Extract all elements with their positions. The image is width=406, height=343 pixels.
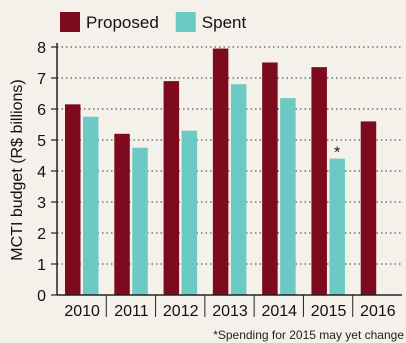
x-tick-label: 2015	[311, 303, 347, 320]
y-tick-label: 5	[37, 133, 46, 150]
legend-label-proposed: Proposed	[86, 13, 159, 32]
x-tick-label: 2011	[114, 303, 149, 320]
legend: Proposed Spent	[60, 12, 246, 32]
bar-spent-2013	[230, 84, 247, 295]
y-tick-label: 1	[37, 257, 46, 274]
gridlines	[57, 46, 402, 265]
bar-proposed-2016	[360, 121, 377, 296]
bar-proposed-2014	[262, 62, 278, 295]
bar-proposed-2015	[311, 67, 327, 296]
y-tick-label: 3	[37, 195, 46, 212]
bar-annotation: *	[334, 145, 340, 162]
bar-spent-2011	[132, 147, 148, 295]
bar-proposed-2010	[65, 104, 81, 295]
legend-swatch-proposed	[60, 12, 80, 32]
x-tick-label: 2010	[64, 303, 100, 320]
y-tick-label: 8	[37, 40, 46, 57]
bar-spent-2012	[181, 130, 198, 295]
y-axis-title: MCTI budget (R$ billions)	[9, 79, 26, 260]
y-tick-label: 6	[37, 102, 46, 119]
axes: 0 1 2 3 4 5 6 7 8 2010 2011 2012 2013 2014 2015 2016	[37, 40, 402, 320]
bar-spent-2014	[280, 98, 296, 296]
x-tick-label: 2014	[261, 303, 297, 320]
bar-spent-2010	[83, 116, 99, 295]
x-tick-label: 2013	[212, 303, 248, 320]
x-tick-label: 2012	[163, 303, 199, 320]
legend-label-spent: Spent	[202, 13, 247, 32]
bar-proposed-2013	[212, 48, 229, 295]
y-tick-label: 2	[37, 226, 46, 243]
y-tick-label: 4	[37, 164, 46, 181]
y-tick-label: 7	[37, 71, 46, 88]
x-tick-label: 2016	[360, 303, 396, 320]
y-tick-label: 0	[37, 288, 46, 305]
legend-swatch-spent	[175, 12, 196, 32]
bar-proposed-2012	[163, 81, 180, 295]
bar-spent-2015	[329, 158, 345, 295]
bar-proposed-2011	[114, 133, 130, 295]
footnote: *Spending for 2015 may yet change	[213, 328, 404, 342]
bars: *	[65, 48, 377, 296]
